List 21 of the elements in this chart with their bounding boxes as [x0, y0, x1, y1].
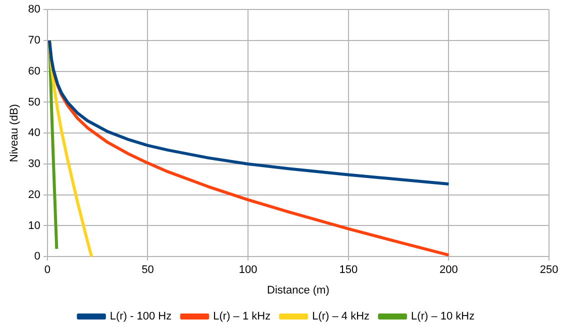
y-tick-label: 60 [28, 65, 40, 78]
x-tick-label: 150 [339, 264, 358, 276]
x-tick-label: 100 [238, 264, 258, 276]
y-tick-label: 0 [34, 250, 40, 263]
y-axis-title: Niveau (dB) [8, 104, 21, 162]
x-axis-title: Distance (m) [267, 284, 330, 296]
legend-label: L(r) – 1 kHz [213, 310, 271, 323]
x-tick-label: 50 [142, 264, 154, 276]
y-tick-label: 20 [28, 188, 40, 201]
legend-label: L(r) - 100 Hz [110, 310, 172, 323]
y-tick-label: 50 [28, 96, 40, 108]
legend-label: L(r) – 4 kHz [312, 310, 370, 323]
x-tick-label: 0 [44, 264, 50, 276]
legend-label: L(r) – 10 kHz [411, 310, 475, 323]
x-tick-label: 200 [440, 264, 458, 276]
y-tick-label: 70 [28, 34, 40, 47]
y-tick-label: 40 [28, 127, 40, 140]
y-tick-label: 10 [28, 220, 40, 232]
y-tick-label: 30 [28, 158, 40, 170]
x-tick-label: 250 [540, 264, 558, 276]
y-tick-label: 80 [28, 4, 40, 16]
